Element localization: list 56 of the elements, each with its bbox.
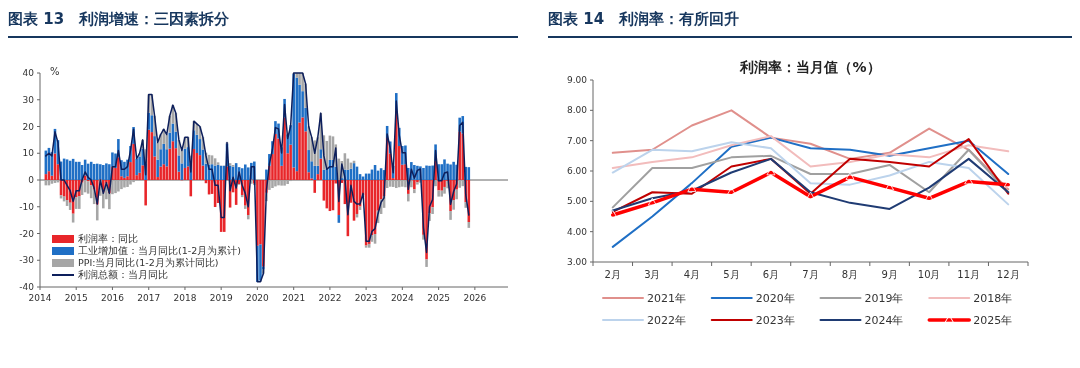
x-tick-label: 2014	[28, 293, 52, 303]
y-tick-label: 6.00	[566, 166, 588, 177]
x-tick-label: 10月	[917, 269, 941, 280]
x-tick-label: 9月	[881, 269, 898, 280]
x-tick-label: 2024	[390, 293, 415, 303]
y-tick-label: 3.00	[566, 257, 588, 268]
x-tick-label: 2021	[282, 293, 306, 303]
x-tick-label: 12月	[996, 269, 1020, 280]
legend-label: 2021年	[647, 291, 686, 305]
y-tick-label: -30	[19, 255, 35, 266]
x-tick-label: 4月	[683, 269, 701, 280]
y-axis-title: %	[50, 66, 60, 77]
x-tick-label: 11月	[957, 269, 981, 280]
chart-title: 图表 14 利润率：有所回升	[548, 10, 740, 28]
legend-label: 2018年	[973, 291, 1013, 305]
y-tick-label: 9.00	[566, 75, 588, 86]
x-tick-label: 2026	[463, 293, 487, 303]
x-tick-label: 6月	[762, 269, 780, 280]
legend-label: 利润率：同比	[78, 233, 138, 245]
legend-label: 2020年	[755, 291, 795, 305]
x-tick-label: 3月	[644, 269, 661, 280]
x-tick-label: 2015	[64, 293, 88, 303]
legend-label: PPI:当月同比(1-2月为累计同比)	[78, 257, 219, 269]
x-tick-label: 2017	[137, 293, 161, 303]
x-tick-label: 2016	[100, 293, 125, 303]
x-tick-label: 2019	[209, 293, 233, 303]
y-tick-label: -40	[19, 282, 35, 293]
y-tick-label: 10	[22, 148, 35, 159]
x-tick-label: 2月	[604, 269, 621, 280]
x-tick-label: 2018	[173, 293, 197, 303]
y-tick-label: -10	[19, 201, 35, 212]
x-tick-label: 2023	[354, 293, 378, 303]
x-tick-label: 7月	[802, 269, 819, 280]
legend-label: 工业增加值：当月同比(1-2月为累计)	[78, 245, 241, 257]
legend-label: 利润总额：当月同比	[78, 269, 168, 281]
y-tick-label: 4.00	[566, 226, 588, 237]
legend-label: 2019年	[864, 291, 904, 305]
x-tick-label: 5月	[723, 269, 740, 280]
chart-subtitle: 利润率：当月值（%）	[739, 59, 881, 75]
x-tick-label: 8月	[841, 269, 859, 280]
legend-label: 2022年	[647, 313, 686, 327]
x-tick-label: 2022	[318, 293, 342, 303]
x-tick-label: 2020	[245, 293, 270, 303]
y-tick-label: 40	[22, 68, 35, 79]
y-tick-label: 8.00	[566, 105, 588, 116]
legend-label: 2024年	[864, 313, 904, 327]
y-tick-label: 5.00	[566, 196, 588, 207]
y-tick-label: 0	[28, 175, 35, 186]
chart-title: 图表 13 利润增速：三因素拆分	[8, 10, 231, 28]
legend-label: 2025年	[973, 313, 1013, 327]
y-tick-label: 20	[22, 121, 35, 132]
legend-label: 2023年	[755, 313, 795, 327]
x-tick-label: 2025	[427, 293, 451, 303]
y-tick-label: 30	[22, 94, 35, 105]
y-tick-label: -20	[19, 228, 35, 239]
y-tick-label: 7.00	[566, 135, 588, 146]
